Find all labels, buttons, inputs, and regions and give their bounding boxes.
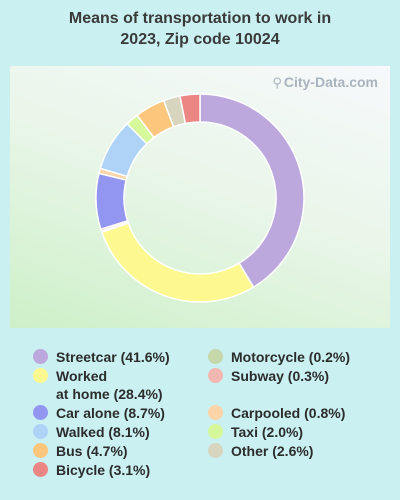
legend-swatch — [33, 349, 48, 364]
chart-title: Means of transportation to work in 2023,… — [0, 8, 400, 50]
legend-swatch — [33, 462, 48, 477]
donut-chart — [95, 93, 305, 303]
legend-item: Taxi (2.0%) — [208, 423, 303, 441]
watermark-text: City-Data.com — [283, 74, 378, 90]
legend-label: Motorcycle (0.2%) — [231, 349, 351, 365]
legend-label: Carpooled (0.8%) — [231, 405, 346, 421]
legend-swatch — [208, 405, 223, 420]
legend-item: Other (2.6%) — [208, 442, 313, 460]
legend-item: Carpooled (0.8%) — [208, 404, 345, 422]
legend-label: Worked at home (28.4%) — [56, 368, 163, 402]
legend-swatch — [208, 349, 223, 364]
legend-item: Subway (0.3%) — [208, 367, 329, 385]
donut-slice-car-alone[interactable] — [95, 172, 129, 231]
donut-slice-streetcar[interactable] — [199, 93, 305, 289]
chart-title-line-1: Means of transportation to work in — [68, 10, 332, 27]
donut-slice-bicycle[interactable] — [179, 93, 201, 125]
legend-label: Bus (4.7%) — [56, 443, 128, 459]
legend-label: Other (2.6%) — [231, 443, 314, 459]
legend-item: Worked at home (28.4%) — [33, 367, 163, 403]
legend-label: Streetcar (41.6%) — [56, 349, 170, 365]
legend-label: Taxi (2.0%) — [231, 424, 304, 440]
legend-item: Walked (8.1%) — [33, 423, 150, 441]
legend-swatch — [208, 424, 223, 439]
legend-item: Bicycle (3.1%) — [33, 461, 150, 479]
legend-swatch — [208, 443, 223, 458]
legend-item: Bus (4.7%) — [33, 442, 128, 460]
legend-swatch — [33, 443, 48, 458]
donut-slice-worked-at-home[interactable] — [100, 222, 255, 303]
plot-area: ⚲ City-Data.com — [10, 66, 390, 328]
legend-label: Walked (8.1%) — [56, 424, 150, 440]
watermark: ⚲ City-Data.com — [272, 74, 378, 91]
chart-title-line-2: 2023, Zip code 10024 — [120, 31, 280, 48]
legend-item: Streetcar (41.6%) — [33, 348, 170, 366]
legend: Streetcar (41.6%) Worked at home (28.4%) Ca… — [0, 348, 400, 493]
legend-item: Motorcycle (0.2%) — [208, 348, 350, 366]
legend-swatch — [33, 424, 48, 439]
legend-label: Bicycle (3.1%) — [56, 462, 151, 478]
legend-swatch — [33, 368, 48, 383]
search-icon: ⚲ — [272, 75, 282, 90]
legend-swatch — [208, 368, 223, 383]
legend-label: Subway (0.3%) — [231, 368, 330, 384]
legend-label: Car alone (8.7%) — [56, 405, 165, 421]
legend-swatch — [33, 405, 48, 420]
legend-item: Car alone (8.7%) — [33, 404, 165, 422]
